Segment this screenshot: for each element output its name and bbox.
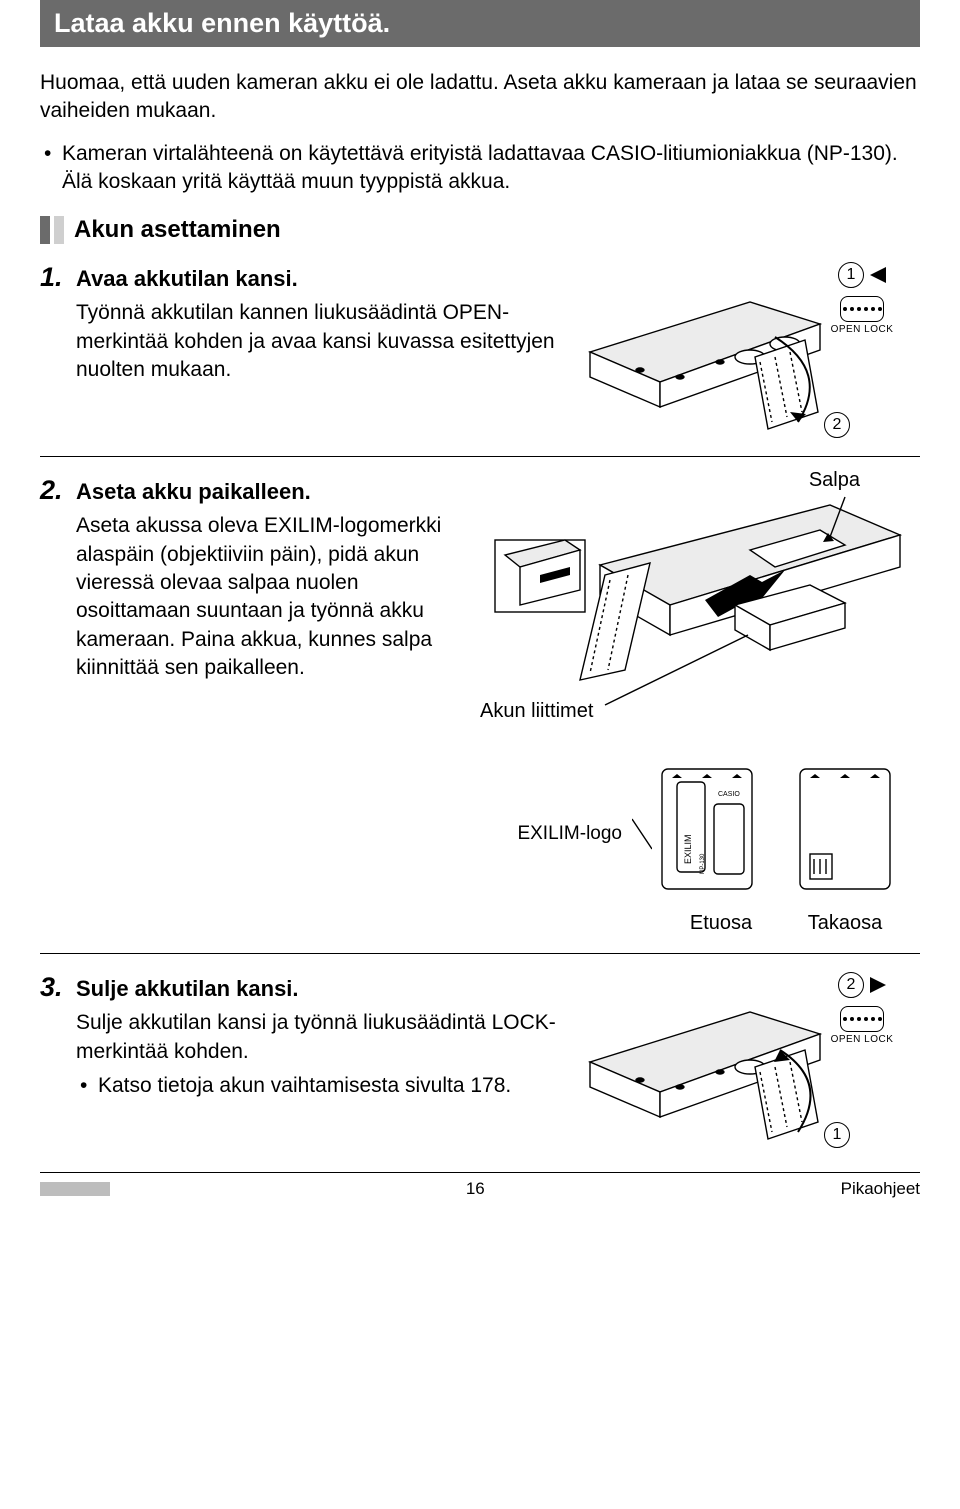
etuosa-label: Etuosa xyxy=(652,912,790,935)
subsection-marker-light xyxy=(54,216,64,244)
battery-back-illustration xyxy=(790,764,900,904)
arrow-left-icon xyxy=(870,267,886,283)
step-3-sub-bullet: Katso tietoja akun vaihtamisesta sivulta… xyxy=(76,1072,580,1100)
salpa-label: Salpa xyxy=(809,469,860,492)
subsection-header: Akun asettaminen xyxy=(40,216,920,244)
battery-front-illustration: EXILIM CASIO NP-130 xyxy=(652,764,762,904)
footer-bar-icon xyxy=(40,1182,110,1196)
step-1-number: 1. xyxy=(40,262,66,293)
page-title-text: Lataa akku ennen käyttöä. xyxy=(54,8,390,38)
exilim-text: EXILIM xyxy=(683,835,693,865)
footer-section-label: Pikaohjeet xyxy=(841,1179,920,1199)
callout-2-step3: 2 xyxy=(838,972,864,998)
leader-line-icon xyxy=(632,809,652,859)
intro-bullet: Kameran virtalähteenä on käytettävä erit… xyxy=(40,140,920,197)
battery-face-labels: Etuosa Takaosa xyxy=(40,912,900,935)
casio-text: CASIO xyxy=(718,791,740,798)
step-1-title: Avaa akkutilan kansi. xyxy=(76,266,298,292)
step-2-number: 2. xyxy=(40,475,66,506)
step-2-illustration: Salpa xyxy=(450,475,920,740)
battery-insert-illustration xyxy=(450,475,910,735)
step-3-number: 3. xyxy=(40,972,66,1003)
step-1-body: Työnnä akkutilan kannen liukusäädintä OP… xyxy=(76,299,580,384)
camera-open-cover-illustration xyxy=(580,262,830,432)
page-footer: 16 Pikaohjeet xyxy=(40,1172,920,1199)
callout-1-step3: 1 xyxy=(824,1122,850,1148)
step-3-body: Sulje akkutilan kansi ja työnnä liukusää… xyxy=(76,1009,580,1066)
step-2-body: Aseta akussa oleva EXILIM-logomerkki ala… xyxy=(76,512,450,682)
callout-1: 1 xyxy=(838,262,864,288)
takaosa-label: Takaosa xyxy=(790,912,900,935)
subsection-marker-dark xyxy=(40,216,50,244)
step-3: 3. Sulje akkutilan kansi. Sulje akkutila… xyxy=(40,972,920,1142)
open-lock-label: OPEN LOCK xyxy=(830,324,894,335)
subsection-title: Akun asettaminen xyxy=(74,216,281,244)
open-lock-switch-2: OPEN LOCK xyxy=(830,1002,894,1045)
callout-2: 2 xyxy=(824,412,850,438)
akun-liittimet-label: Akun liittimet xyxy=(480,700,593,723)
open-lock-label-2: OPEN LOCK xyxy=(830,1034,894,1045)
step-3-illustration: 2 OPEN LOCK 1 xyxy=(580,972,920,1142)
step-2: 2. Aseta akku paikalleen. Aseta akussa o… xyxy=(40,475,920,740)
battery-faces-row: EXILIM-logo EXILIM CASIO NP-130 xyxy=(40,764,900,904)
intro-paragraph: Huomaa, että uuden kameran akku ei ole l… xyxy=(40,69,920,126)
arrow-right-icon xyxy=(870,977,886,993)
step-3-title: Sulje akkutilan kansi. xyxy=(76,976,299,1002)
camera-close-cover-illustration xyxy=(580,972,830,1142)
step-1: 1. Avaa akkutilan kansi. Työnnä akkutila… xyxy=(40,262,920,432)
exilim-logo-label: EXILIM-logo xyxy=(517,823,622,845)
step-2-title: Aseta akku paikalleen. xyxy=(76,479,311,505)
footer-page-number: 16 xyxy=(110,1179,841,1199)
separator-2 xyxy=(40,953,920,954)
np130-text: NP-130 xyxy=(700,853,706,874)
page-title-bar: Lataa akku ennen käyttöä. xyxy=(40,0,920,47)
open-lock-switch: OPEN LOCK xyxy=(830,292,894,335)
separator xyxy=(40,456,920,457)
step-1-illustration: 1 OPEN LOCK 2 xyxy=(580,262,920,432)
